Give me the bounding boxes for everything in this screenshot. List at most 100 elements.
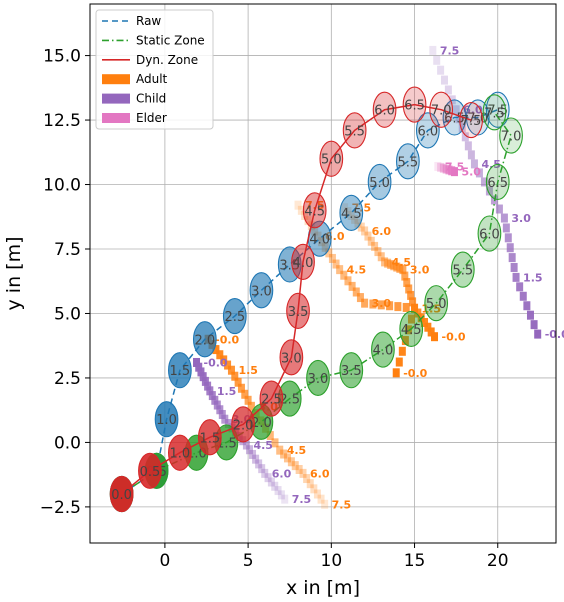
- ped-marker: [266, 431, 274, 441]
- ped-marker: [193, 357, 201, 367]
- ped-step-label: 6.0: [310, 467, 330, 480]
- y-tick-label-3: 5.0: [54, 304, 81, 324]
- legend-swatch: [102, 93, 130, 104]
- ped-marker: [401, 271, 409, 281]
- zone-ellipse: [482, 94, 507, 131]
- ped-marker: [224, 419, 232, 429]
- pedestrian-adult-1: -0.01.53.04.56.07.5: [341, 202, 441, 380]
- ped-marker: [377, 252, 385, 262]
- zone-step-label: 2.5: [261, 393, 282, 408]
- legend-item-static-zone: Static Zone: [102, 33, 205, 47]
- zone-step-label: 6.5: [487, 176, 508, 191]
- ped-marker: [297, 205, 305, 215]
- zone-step-label: 0.5: [140, 465, 161, 480]
- ped-marker: [439, 163, 447, 173]
- zone-step-label: 6.5: [404, 99, 425, 114]
- ped-marker: [444, 85, 452, 95]
- ped-marker: [258, 464, 266, 474]
- ped-marker: [344, 276, 352, 286]
- zone-ellipse: [429, 91, 454, 128]
- ped-marker: [321, 499, 329, 509]
- ped-step-label: 1.5: [238, 364, 258, 377]
- ped-marker: [519, 291, 527, 301]
- ped-marker: [442, 164, 450, 174]
- ped-marker: [212, 345, 220, 355]
- zone-ellipse: [291, 243, 315, 280]
- ped-marker: [199, 372, 207, 382]
- ped-marker: [264, 473, 272, 483]
- ped-marker: [414, 308, 422, 318]
- ped-marker: [371, 241, 379, 251]
- x-tick-label-1: 5: [243, 551, 254, 571]
- ped-marker: [241, 389, 249, 399]
- ped-marker: [374, 247, 382, 257]
- ped-marker: [283, 453, 291, 463]
- ped-marker: [252, 454, 260, 464]
- zone-step-label: 3.5: [288, 305, 309, 320]
- ped-step-label: 7.5: [352, 202, 372, 215]
- legend-item-elder: Elder: [102, 111, 167, 125]
- ped-marker: [534, 329, 542, 339]
- zone-ellipse: [339, 352, 364, 389]
- ped-marker: [395, 357, 403, 367]
- ped-marker: [237, 383, 245, 393]
- zone-step-label: 7.5: [461, 114, 482, 129]
- ped-marker: [197, 367, 205, 377]
- zone-ellipse: [192, 321, 217, 358]
- zone-ellipse: [459, 101, 483, 139]
- ped-marker: [404, 325, 412, 335]
- legend-label: Static Zone: [136, 33, 205, 47]
- ped-marker: [455, 114, 463, 124]
- zone-ellipse: [249, 272, 274, 309]
- zone-step-label: 5.0: [321, 153, 342, 168]
- y-tick-label-5: 10.0: [43, 176, 81, 196]
- pedestrian-layer: -0.01.53.04.56.07.5-0.01.53.04.56.07.5-0…: [193, 44, 564, 511]
- x-tick-label-4: 20: [487, 551, 509, 571]
- zone-step-label: 5.5: [452, 264, 473, 279]
- ped-marker: [271, 438, 279, 448]
- y-tick-label-6: 12.5: [43, 111, 81, 131]
- ped-step-label: 1.5: [523, 271, 543, 284]
- ped-marker: [218, 409, 226, 419]
- ped-step-label: -0.0: [403, 367, 427, 380]
- ped-marker: [461, 132, 469, 142]
- ped-marker: [467, 150, 475, 160]
- zone-ellipse: [279, 339, 304, 376]
- ped-marker: [291, 461, 299, 471]
- legend-label: Elder: [136, 111, 167, 125]
- ped-marker: [407, 290, 415, 300]
- zone-step-label: 0.0: [111, 488, 132, 503]
- ticks: 0 5 10 15 20−2.50.02.55.07.510.012.515.0: [40, 47, 509, 571]
- ped-marker: [504, 233, 512, 243]
- ped-marker: [294, 200, 302, 210]
- legend-item-adult: Adult: [102, 72, 168, 86]
- ped-marker: [411, 303, 419, 313]
- legend-swatch: [102, 113, 130, 123]
- ped-marker: [304, 216, 312, 226]
- zone-step-label: 6.0: [374, 104, 395, 119]
- zone-step-label: 2.0: [194, 333, 215, 348]
- zone-ellipse: [450, 251, 475, 288]
- zone-ellipse: [342, 112, 367, 149]
- zone-step-label: 3.0: [308, 372, 329, 387]
- ped-step-label: 1.5: [217, 385, 237, 398]
- zone-step-label: 4.0: [373, 344, 394, 359]
- ped-marker: [523, 301, 531, 311]
- legend-label: Dyn. Zone: [136, 53, 198, 67]
- zone-step-label: 6.0: [418, 124, 439, 139]
- ped-marker: [227, 365, 235, 375]
- ped-marker: [440, 75, 448, 85]
- zone-step-label: 2.0: [233, 418, 254, 433]
- x-tick-label-3: 15: [404, 551, 426, 571]
- zone-ellipse: [306, 359, 330, 397]
- zone-ellipse: [477, 215, 502, 252]
- ped-marker: [216, 405, 224, 415]
- ped-marker: [244, 395, 252, 405]
- ped-marker: [403, 278, 411, 288]
- series-line: [121, 103, 472, 495]
- ped-step-label: 3.0: [372, 297, 392, 310]
- ped-marker: [367, 236, 375, 246]
- legend-label: Child: [136, 92, 166, 106]
- ped-marker: [351, 214, 359, 224]
